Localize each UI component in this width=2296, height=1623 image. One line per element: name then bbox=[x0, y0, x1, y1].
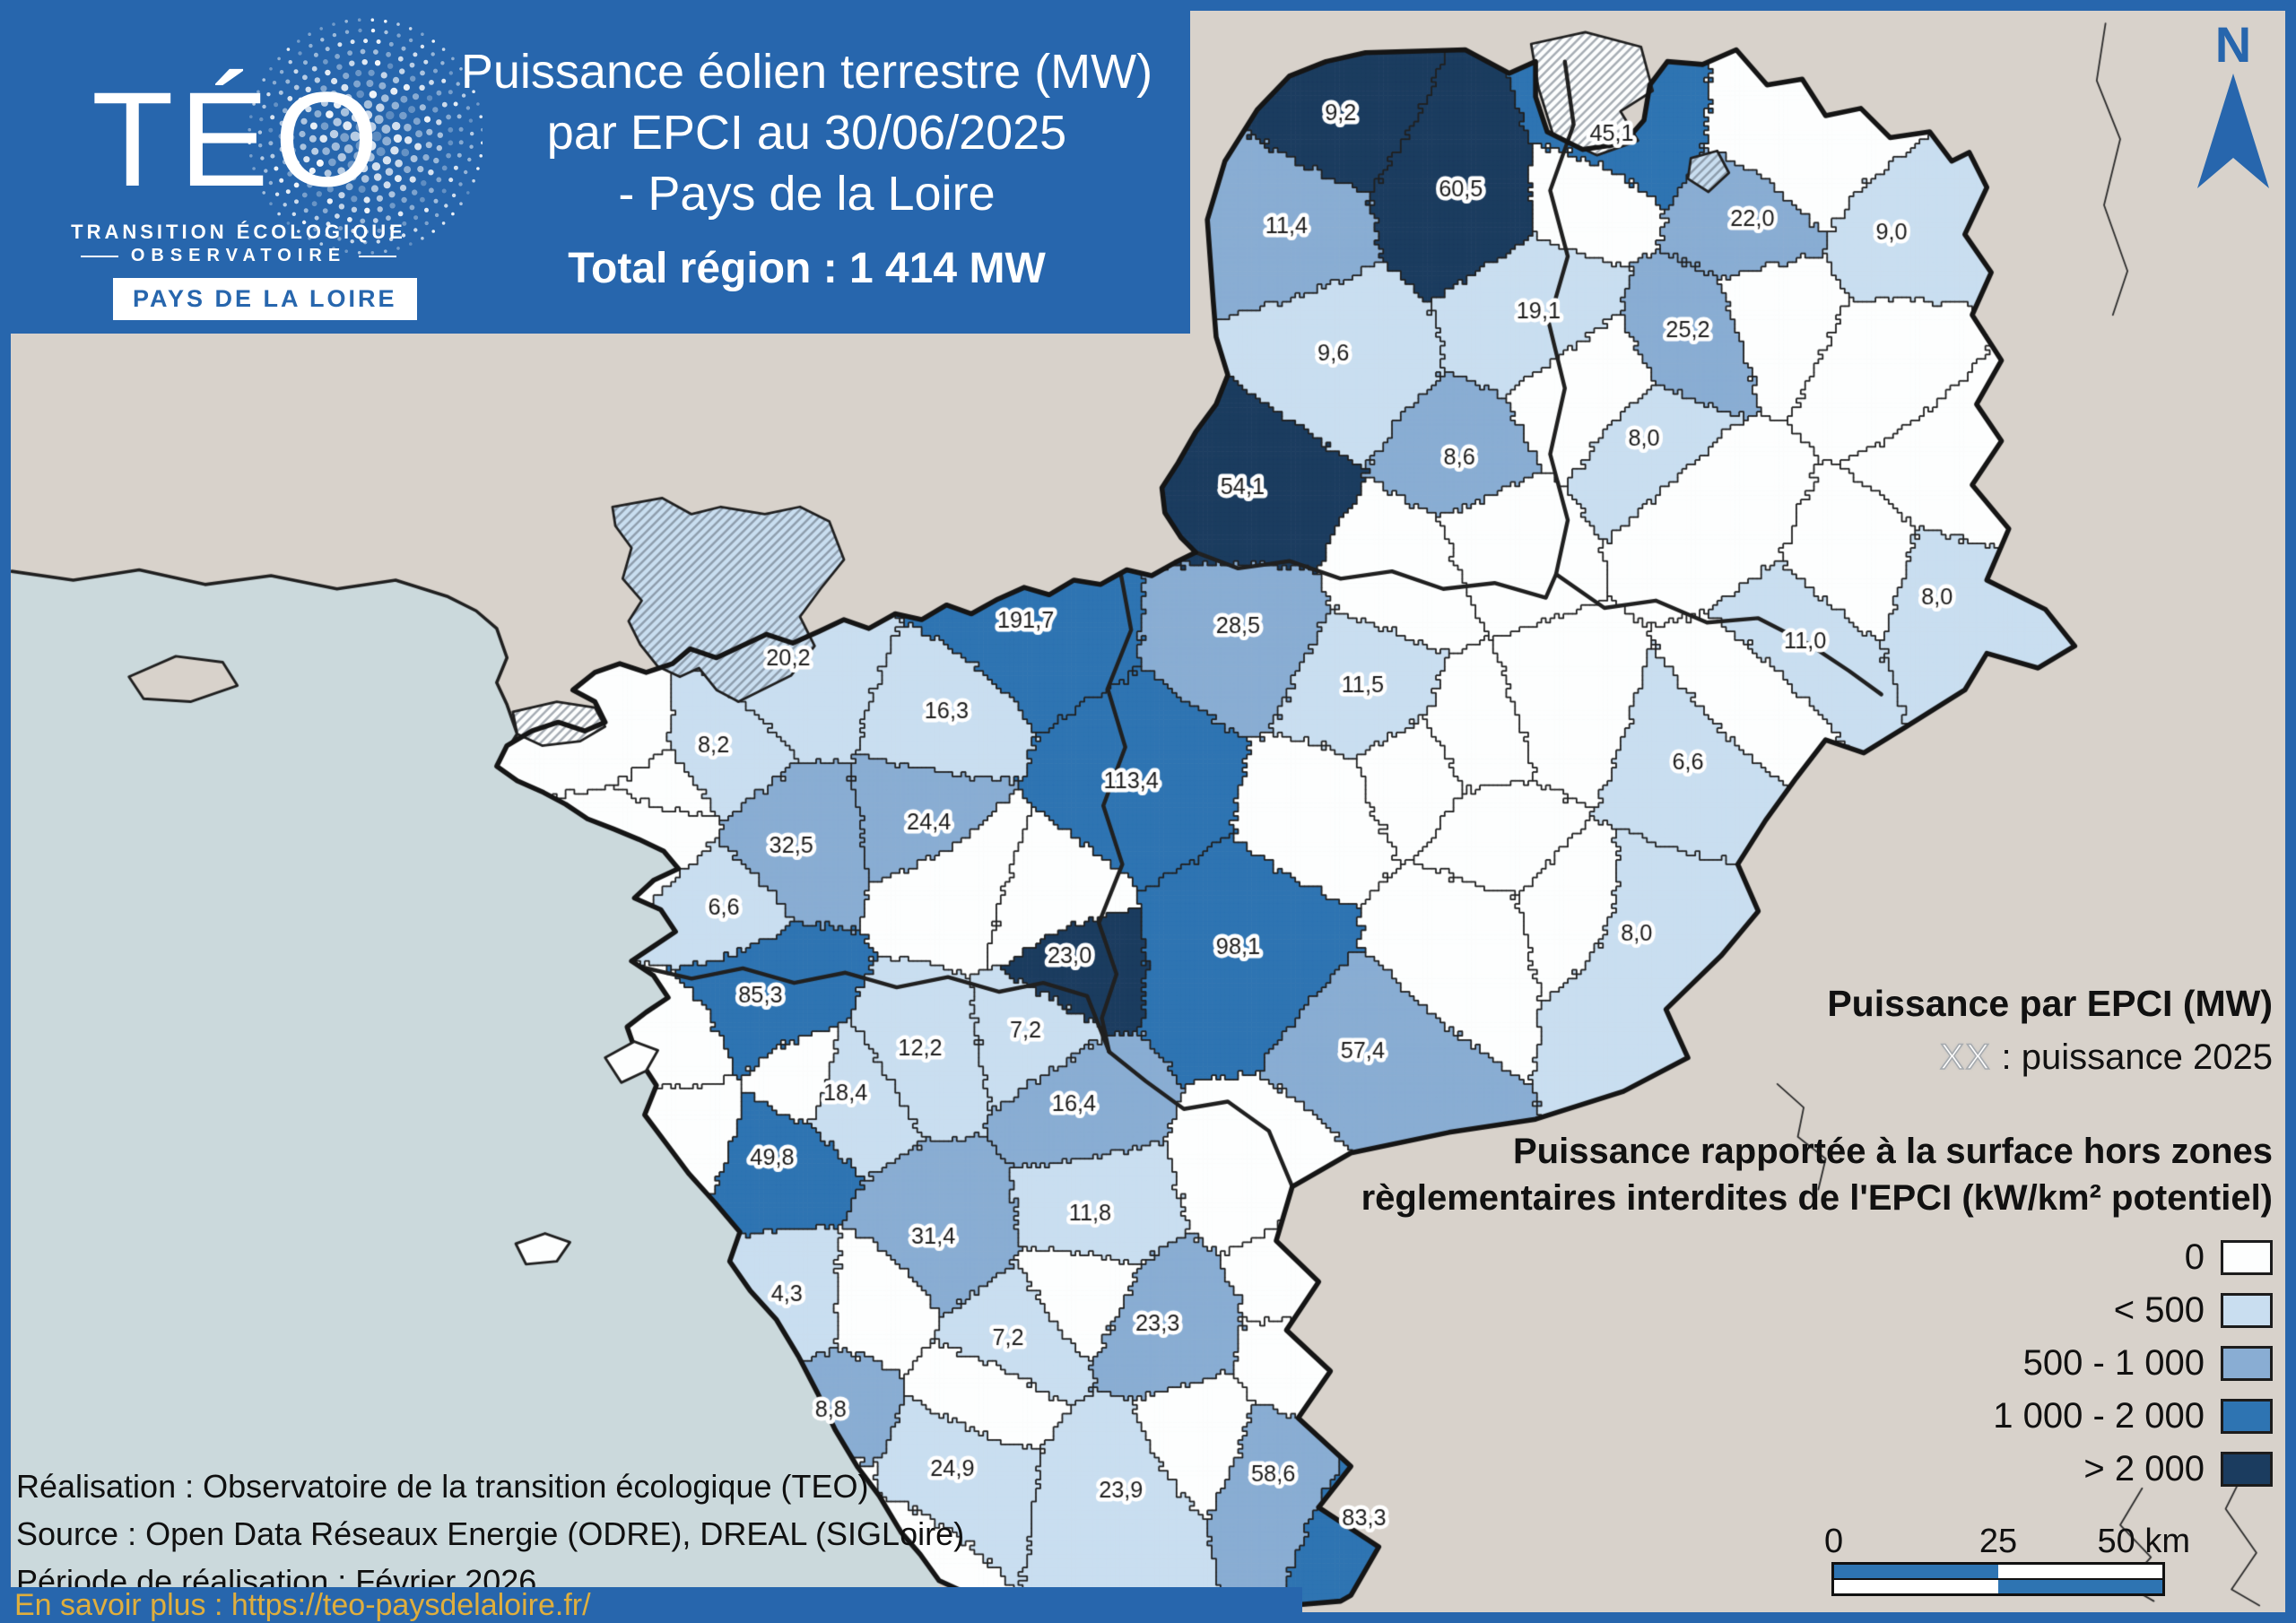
logo-subtitle-2: OBSERVATOIRE bbox=[50, 246, 427, 266]
legend-class-label: > 2 000 bbox=[2083, 1449, 2205, 1488]
legend-row: 0 bbox=[1331, 1237, 2273, 1278]
logo-rule-right bbox=[359, 255, 397, 257]
legend-class-rows: 0 < 500 500 - 1 000 1 000 - 2 000 > 2 00… bbox=[1331, 1237, 2273, 1489]
region-total: Total région : 1 414 MW bbox=[568, 245, 1046, 293]
source-line-realisation: Réalisation : Observatoire de la transit… bbox=[16, 1468, 869, 1505]
legend-density-title-line1: Puissance rapportée à la surface hors zo… bbox=[1512, 1132, 2273, 1171]
legend-class-label: 1 000 - 2 000 bbox=[1993, 1396, 2205, 1436]
north-arrow: N bbox=[2190, 16, 2276, 188]
source-block: Réalisation : Observatoire de la transit… bbox=[16, 1463, 964, 1606]
scale-50: 50 km bbox=[2097, 1523, 2190, 1560]
scale-bar-row bbox=[1834, 1565, 2162, 1578]
legend-row: 500 - 1 000 bbox=[1331, 1343, 2273, 1384]
legend-density-title-line2: règlementaires interdites de l'EPCI (kW/… bbox=[1361, 1178, 2273, 1218]
teo-logo: TÉO TRANSITION ÉCOLOGIQUE OBSERVATOIRE P… bbox=[36, 16, 483, 328]
map-title-line3: - Pays de la Loire bbox=[618, 167, 996, 221]
legend-epci-caption: XX : puissance 2025 bbox=[1627, 1037, 2273, 1078]
legend-xx-sample: XX bbox=[1939, 1037, 1992, 1078]
legend-class-swatch bbox=[2221, 1240, 2273, 1275]
logo-subtitle-1: TRANSITION ÉCOLOGIQUE bbox=[71, 221, 406, 243]
legend-epci-title: Puissance par EPCI (MW) bbox=[1827, 983, 2273, 1024]
legend-epci: Puissance par EPCI (MW) XX : puissance 2… bbox=[1627, 983, 2273, 1078]
logo-region-badge: PAYS DE LA LOIRE bbox=[113, 278, 417, 320]
logo-wordmark: TÉO bbox=[91, 64, 385, 214]
scale-bar-graphic bbox=[1831, 1562, 2165, 1596]
legend-class-swatch bbox=[2221, 1399, 2273, 1434]
legend-class-swatch bbox=[2221, 1346, 2273, 1381]
scale-bar: 0 25 50 km bbox=[1824, 1523, 2190, 1596]
scale-bar-row bbox=[1834, 1578, 2162, 1593]
legend-row: 1 000 - 2 000 bbox=[1331, 1396, 2273, 1436]
north-label: N bbox=[2214, 16, 2252, 73]
legend-class-label: 500 - 1 000 bbox=[2022, 1343, 2205, 1383]
footer-link[interactable]: En savoir plus : https://teo-paysdelaloi… bbox=[14, 1588, 591, 1622]
legend-row: > 2 000 bbox=[1331, 1449, 2273, 1489]
scale-bar-labels: 0 25 50 km bbox=[1824, 1523, 2190, 1562]
legend-density: Puissance rapportée à la surface hors zo… bbox=[1331, 1128, 2273, 1502]
legend-row: < 500 bbox=[1331, 1290, 2273, 1331]
legend-xx-caption: : puissance 2025 bbox=[1991, 1037, 2273, 1077]
logo-dot-sphere-icon bbox=[248, 18, 483, 255]
logo-rule-left bbox=[80, 255, 118, 257]
legend-class-swatch bbox=[2221, 1293, 2273, 1328]
map-titles: Puissance éolien terrestre (MW) par EPCI… bbox=[432, 41, 1181, 293]
north-arrow-icon bbox=[2197, 74, 2269, 188]
footer-bar: En savoir plus : https://teo-paysdelaloi… bbox=[0, 1587, 1302, 1623]
legend-class-label: 0 bbox=[2184, 1237, 2205, 1277]
source-line-source: Source : Open Data Réseaux Energie (ODRE… bbox=[16, 1515, 965, 1552]
scale-25: 25 bbox=[1979, 1523, 2018, 1560]
header: TÉO TRANSITION ÉCOLOGIQUE OBSERVATOIRE P… bbox=[11, 11, 1190, 334]
legend-class-swatch bbox=[2221, 1452, 2273, 1487]
scale-0: 0 bbox=[1824, 1523, 1844, 1560]
map-title-line2: par EPCI au 30/06/2025 bbox=[546, 106, 1067, 161]
logo-subtitle-2-text: OBSERVATOIRE bbox=[130, 246, 347, 265]
legend-class-label: < 500 bbox=[2113, 1290, 2205, 1330]
map-title-line1: Puissance éolien terrestre (MW) bbox=[460, 45, 1153, 99]
